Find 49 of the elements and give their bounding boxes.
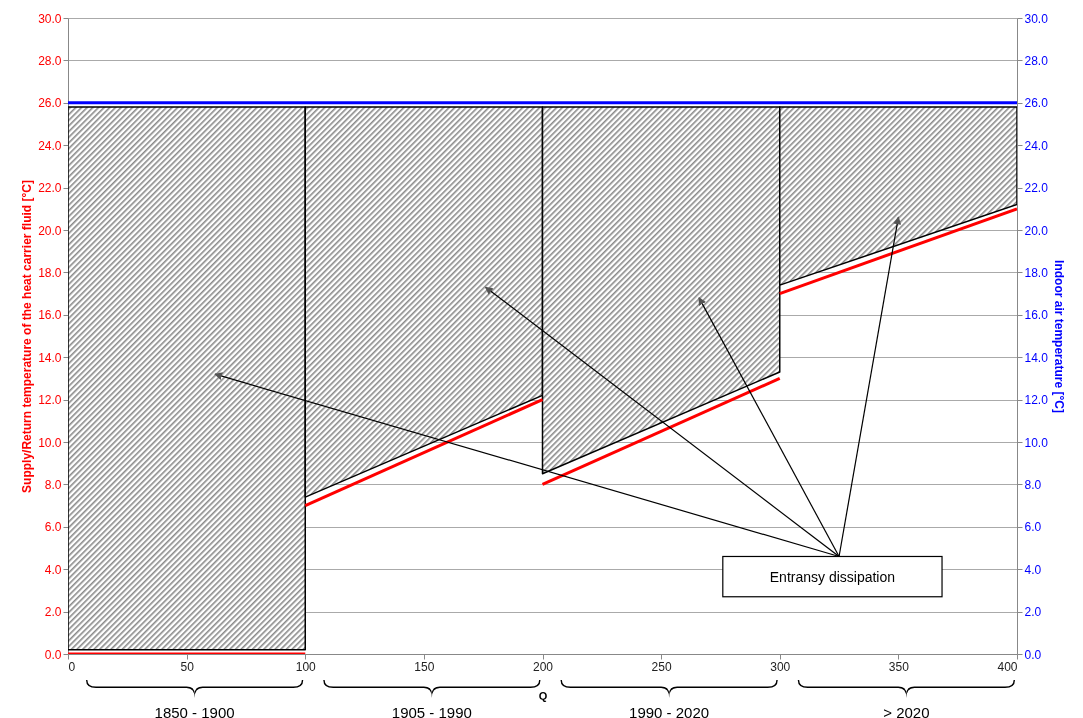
y2-tick-label: 6.0: [1024, 520, 1042, 535]
y2-tick-label: 16.0: [1024, 308, 1049, 323]
y2-tick-label: 24.0: [1024, 138, 1049, 153]
y-tick-label: 8.0: [44, 477, 62, 492]
y2-tick-label: 14.0: [1024, 350, 1049, 365]
y2-tick-label: 4.0: [1024, 562, 1042, 577]
y-tick-label: 6.0: [44, 520, 62, 535]
y-tick-label: 4.0: [44, 562, 62, 577]
x-axis-title: Q: [538, 689, 548, 702]
y-tick-label: 10.0: [38, 435, 62, 450]
x-tick-label: 400: [997, 659, 1018, 674]
y-tick-label: 28.0: [38, 53, 62, 68]
x-tick-label: 350: [888, 659, 910, 674]
x-tick-label: 200: [532, 659, 554, 674]
y-axis-title: Supply/Return temperature of the heat carrier fluid [°C]: [20, 180, 35, 493]
y2-tick-label: 22.0: [1024, 181, 1049, 196]
y2-tick-label: 10.0: [1024, 435, 1049, 450]
text: 1990 - 2020: [629, 704, 710, 718]
text: 1850 - 1900: [154, 704, 235, 718]
y2-tick-label: 8.0: [1024, 477, 1042, 492]
y-tick-label: 20.0: [38, 223, 62, 238]
y2-tick-label: 12.0: [1024, 393, 1049, 408]
y-tick-label: 0.0: [44, 647, 62, 662]
y2-tick-label: 2.0: [1024, 605, 1042, 620]
y-tick-label: 16.0: [38, 308, 62, 323]
y2-tick-label: 18.0: [1024, 265, 1049, 280]
x-tick-label: 250: [651, 659, 672, 674]
y-tick-label: 26.0: [38, 96, 62, 111]
y2-tick-label: 28.0: [1024, 53, 1049, 68]
x-tick-label: 300: [770, 659, 791, 674]
y-tick-label: 2.0: [44, 605, 62, 620]
y2-axis-title: Indoor air temperature [°C]: [1051, 260, 1066, 413]
y2-tick-label: 0.0: [1024, 647, 1042, 662]
x-tick-label: 0: [68, 659, 76, 674]
x-tick-label: 100: [295, 659, 317, 674]
y-tick-label: 22.0: [38, 181, 62, 196]
x-tick-label: 150: [414, 659, 435, 674]
y-tick-label: 18.0: [38, 265, 62, 280]
y-tick-label: 14.0: [38, 350, 62, 365]
y2-tick-label: 20.0: [1024, 223, 1049, 238]
text: > 2020: [883, 704, 930, 718]
annotation: Entransy dissipation: [769, 568, 896, 585]
text: 1905 - 1990: [391, 704, 472, 718]
y-tick-label: 12.0: [38, 393, 62, 408]
y-tick-label: 30.0: [38, 11, 62, 26]
y2-tick-label: 30.0: [1024, 11, 1049, 26]
y-tick-label: 24.0: [38, 138, 62, 153]
y2-tick-label: 26.0: [1024, 96, 1049, 111]
x-tick-label: 50: [180, 659, 195, 674]
